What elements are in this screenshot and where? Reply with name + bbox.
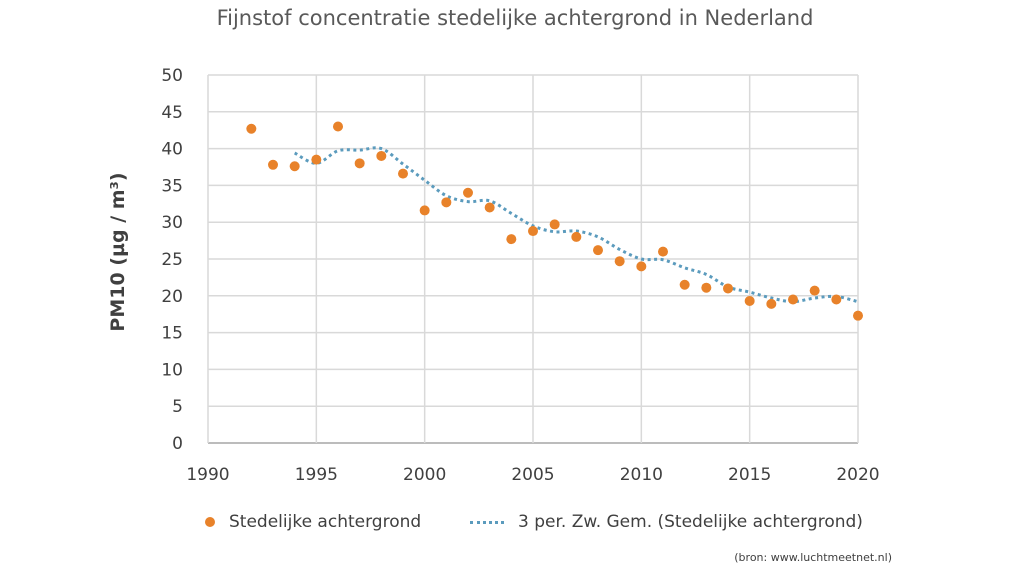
legend: Stedelijke achtergrond 3 per. Zw. Gem. (…: [0, 512, 1030, 536]
chart-title: Fijnstof concentratie stedelijke achterg…: [216, 6, 814, 30]
y-tick-label: 40: [161, 140, 183, 160]
x-tick-label: 2010: [620, 465, 663, 485]
data-point: [528, 226, 538, 237]
data-point: [809, 285, 820, 296]
data-point: [333, 121, 343, 132]
legend-dot-icon: [205, 517, 215, 527]
y-axis-label: PM10 (µg / m³): [107, 172, 129, 331]
moving-average-series: [293, 146, 859, 304]
source-note: (bron: www.luchtmeetnet.nl): [734, 551, 892, 564]
y-tick-label: 15: [161, 324, 183, 344]
y-tick-label: 50: [161, 66, 183, 86]
y-tick-label: 35: [161, 176, 183, 196]
grid-lines: [207, 74, 859, 444]
data-point: [636, 261, 647, 272]
data-point: [289, 161, 300, 172]
data-point: [354, 158, 365, 169]
y-tick-label: 25: [161, 250, 183, 270]
moving-average-line: [293, 146, 859, 304]
data-point: [311, 154, 322, 165]
data-point: [593, 245, 603, 256]
y-tick-label: 0: [172, 434, 183, 454]
data-point: [398, 168, 408, 179]
data-point: [463, 187, 473, 198]
data-point: [268, 159, 278, 170]
data-point: [788, 294, 798, 305]
data-point: [549, 219, 560, 230]
data-point: [831, 294, 842, 305]
data-point: [506, 234, 517, 245]
y-axis-ticks: 0 5 10 15 20 25 30 35 40 45 50: [161, 66, 183, 454]
data-point: [571, 231, 582, 242]
scatter-series: [246, 121, 863, 321]
data-point: [246, 123, 257, 134]
data-point: [766, 298, 777, 309]
legend-item-average: 3 per. Zw. Gem. (Stedelijke achtergrond): [470, 512, 863, 532]
data-point: [744, 295, 755, 306]
x-tick-label: 2005: [511, 465, 554, 485]
data-point: [853, 310, 863, 321]
x-axis-ticks: 1990 1995 2000 2005 2010 2015 2020: [186, 465, 879, 485]
y-tick-label: 10: [161, 360, 183, 380]
legend-item-scatter: Stedelijke achtergrond: [205, 512, 421, 532]
y-tick-label: 30: [161, 213, 183, 233]
data-point: [419, 205, 430, 216]
x-tick-label: 2020: [836, 465, 879, 485]
x-tick-label: 2000: [403, 465, 446, 485]
x-tick-label: 1990: [186, 465, 229, 485]
legend-label-average: 3 per. Zw. Gem. (Stedelijke achtergrond): [518, 512, 863, 532]
y-tick-label: 20: [161, 287, 183, 307]
y-tick-label: 5: [172, 397, 183, 417]
data-point: [723, 283, 733, 294]
data-point: [701, 282, 712, 293]
x-tick-label: 1995: [295, 465, 338, 485]
legend-dotted-line-icon: [470, 520, 504, 524]
data-point: [484, 202, 495, 213]
data-point: [441, 197, 452, 208]
data-point: [376, 150, 387, 161]
data-point: [679, 279, 690, 290]
x-tick-label: 2015: [728, 465, 771, 485]
data-point: [614, 256, 625, 267]
data-point: [658, 246, 668, 257]
legend-label-scatter: Stedelijke achtergrond: [229, 512, 422, 532]
y-tick-label: 45: [161, 103, 183, 123]
